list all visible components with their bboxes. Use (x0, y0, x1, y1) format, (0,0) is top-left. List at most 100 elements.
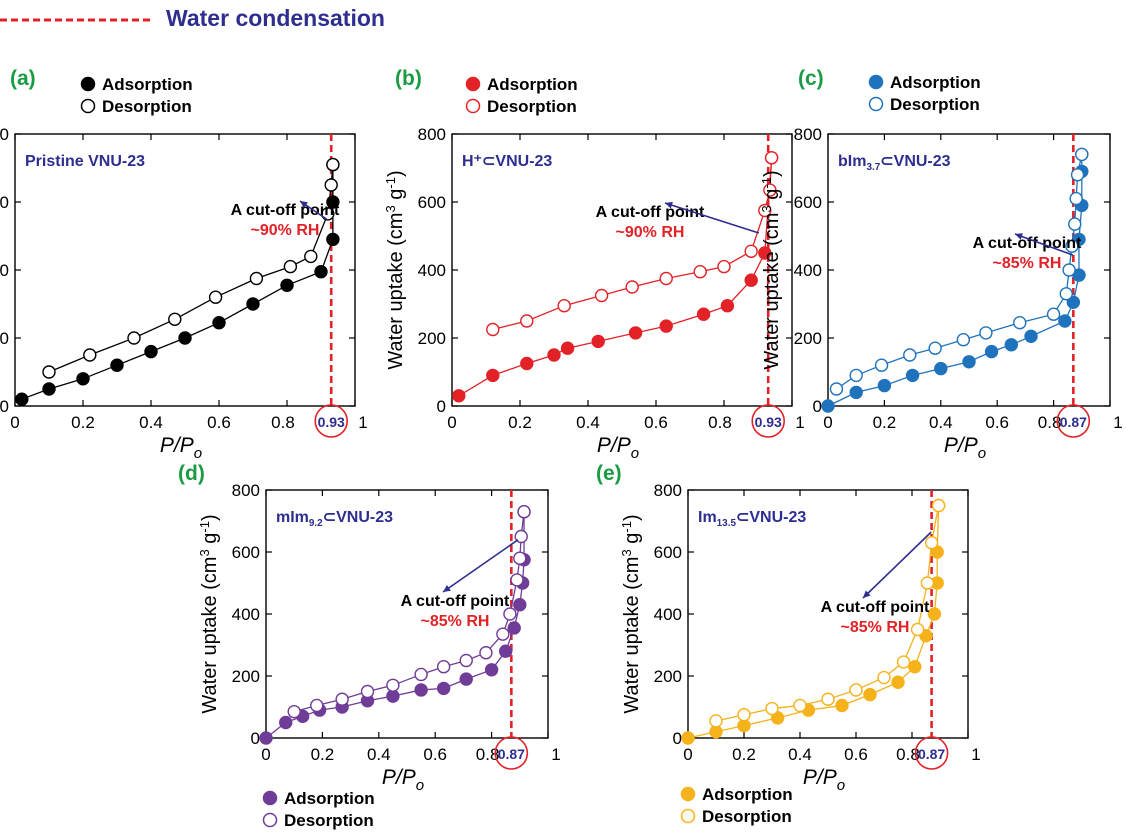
annotation-arrow (664, 202, 760, 234)
x-tick-label: 0.8 (896, 745, 920, 764)
y-tick-label: 400 (0, 261, 9, 280)
y-tick-label: 600 (418, 193, 446, 212)
adsorption-point (962, 355, 976, 369)
legend-desorption-marker (680, 808, 696, 824)
legend-adsorption-marker (262, 790, 278, 806)
desorption-point (360, 684, 375, 699)
y-tick-label: 600 (0, 193, 9, 212)
adsorption-point (212, 316, 226, 330)
desorption-point (513, 551, 527, 565)
x-tick-label: 0.4 (929, 413, 953, 432)
condensation-legend-label: Water condensation (166, 5, 385, 31)
desorption-point (1062, 263, 1076, 277)
desorption-point (1070, 168, 1085, 182)
panel-e: (e) 0 0.2 0.4 0.6 0.8 1 0 200 400 600 800 P/Po Water … (596, 462, 981, 826)
y-tick-label: 600 (794, 193, 822, 212)
adsorption-point (659, 319, 673, 333)
condensation-circle (751, 404, 786, 438)
x-tick-label: 0 (261, 745, 270, 764)
x-axis-label: P/Po (160, 434, 202, 462)
annotation-rh: ~85% RH (993, 255, 1062, 272)
adsorption-point (877, 378, 892, 393)
annotation-rh: ~85% RH (841, 619, 910, 636)
x-tick-label: 0.2 (732, 745, 756, 764)
y-tick-label: 200 (0, 329, 9, 348)
panel-a: (a)00.20.40.60.810200400600800P/PoWater … (0, 67, 368, 462)
series-line-desorption (294, 511, 525, 713)
desorption-point (283, 259, 298, 274)
desorption-point (1059, 287, 1073, 301)
adsorption-point (927, 607, 942, 621)
desorption-point (335, 692, 349, 706)
adsorption-point (696, 307, 711, 321)
adsorption-point (547, 348, 561, 362)
condensation-legend-line (0, 18, 152, 22)
y-tick-label: 400 (418, 261, 446, 280)
adsorption-point (459, 672, 473, 686)
y-axis-label: Water uptake (cm3 g-1) (759, 170, 783, 369)
legend-adsorption-marker (465, 76, 481, 92)
x-tick-label: 0.8 (708, 413, 732, 432)
desorption-point (83, 348, 97, 362)
y-tick-label: 400 (232, 605, 260, 624)
desorption-point (486, 322, 500, 337)
annotation-title: A cut-off point (821, 599, 930, 616)
annotation-arrowhead (1015, 233, 1023, 240)
adsorption-point (1004, 338, 1018, 352)
panel-label: (b) (395, 67, 422, 90)
desorption-point (849, 683, 863, 697)
desorption-point (910, 622, 925, 637)
x-tick-label: 0 (447, 413, 456, 432)
adsorption-point (863, 687, 877, 702)
x-tick-label: 0.4 (367, 745, 391, 764)
adsorption-point (507, 621, 521, 635)
desorption-point (208, 290, 223, 304)
adsorption-point (720, 299, 735, 313)
desorption-point (793, 698, 807, 713)
y-axis-label: Water uptake (cm3 g-1) (383, 170, 407, 369)
adsorption-point (513, 598, 527, 612)
panel-c: (c)0 0.2 0.4 0.6 0.8 10200400600800P/PoWater … (759, 67, 1123, 462)
desorption-point (1065, 239, 1079, 253)
annotation-rh: ~90% RH (251, 222, 320, 239)
desorption-point (249, 271, 264, 286)
x-axis-label: P/Po (382, 766, 424, 794)
x-tick-label: 0.6 (644, 413, 668, 432)
x-tick-label: 0.4 (139, 413, 163, 432)
desorption-point (758, 203, 772, 218)
annotation-rh: ~90% RH (616, 224, 685, 241)
series-line-adsorption (827, 154, 1083, 407)
annotation-arrow (862, 531, 932, 599)
x-tick-label: 0.8 (476, 745, 500, 764)
legend-desorption-label: Desorption (284, 811, 374, 830)
legend-adsorption-marker (868, 74, 884, 90)
y-tick-label: 800 (654, 481, 682, 500)
y-tick-label: 800 (794, 125, 822, 144)
adsorption-point (414, 683, 428, 697)
desorption-point (956, 333, 971, 347)
desorption-point (928, 341, 942, 355)
legend-adsorption-marker (680, 786, 696, 802)
desorption-point (1075, 147, 1089, 162)
legend-desorption-label: Desorption (890, 95, 980, 114)
x-tick-label: 1 (971, 745, 980, 764)
legend-desorption-label: Desorption (487, 97, 577, 116)
adsorption-point (984, 344, 999, 359)
x-tick-label: 0.8 (271, 413, 295, 432)
x-tick-label: 1 (795, 413, 804, 432)
desorption-point (514, 529, 528, 544)
adsorption-point (681, 731, 695, 745)
legend-adsorption-marker (80, 76, 96, 92)
x-tick-label: 1 (551, 745, 560, 764)
desorption-point (168, 312, 182, 326)
adsorption-point (1024, 329, 1038, 343)
desorption-point (659, 271, 673, 286)
annotation-arrow (442, 539, 519, 593)
y-tick-label: 0 (251, 729, 260, 748)
x-tick-label: 0.2 (508, 413, 532, 432)
x-tick-label: 0.4 (576, 413, 600, 432)
adsorption-point (484, 663, 499, 677)
desorption-point (1046, 307, 1061, 321)
adsorption-point (934, 361, 948, 376)
